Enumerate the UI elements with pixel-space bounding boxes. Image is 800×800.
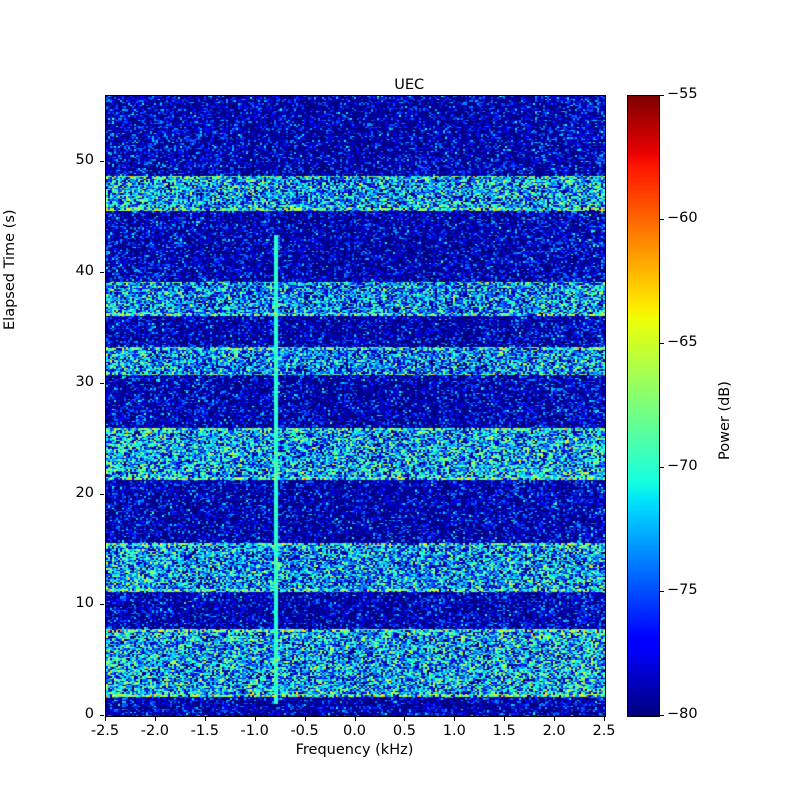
y-tick [100, 493, 104, 495]
colorbar-tick [660, 343, 664, 344]
x-tick-label: 1.5 [492, 723, 516, 739]
x-axis-label: Frequency (kHz) [295, 742, 414, 758]
x-tick [204, 717, 206, 721]
y-tick [100, 604, 104, 606]
colorbar [627, 95, 660, 717]
y-tick [100, 272, 104, 274]
y-tick [100, 382, 104, 384]
colorbar-tick-label: −55 [667, 86, 698, 102]
colorbar-tick-label: −80 [667, 706, 698, 722]
x-tick [154, 717, 156, 721]
y-axis-label: Elapsed Time (s) [2, 209, 18, 330]
x-tick [354, 717, 356, 721]
x-tick [454, 717, 456, 721]
colorbar-tick [660, 591, 664, 592]
y-tick-label: 50 [75, 152, 94, 169]
y-tick-label: 30 [75, 373, 94, 390]
x-tick-label: -1.0 [240, 723, 269, 739]
colorbar-label: Power (dB) [717, 381, 733, 460]
spectrogram-axes [105, 95, 606, 717]
y-tick [100, 715, 104, 716]
y-tick-label: 40 [75, 263, 94, 280]
x-tick-label: 1.0 [442, 723, 466, 739]
y-tick-label: 10 [75, 595, 94, 612]
x-tick-label: -1.5 [190, 723, 219, 739]
x-tick-label: -0.5 [290, 723, 319, 739]
colorbar-tick [660, 715, 664, 716]
colorbar-tick-label: −65 [667, 334, 698, 350]
x-tick-label: 0.5 [392, 723, 416, 739]
x-tick-label: 2.5 [592, 723, 616, 739]
colorbar-tick-label: −75 [667, 582, 698, 598]
x-tick [554, 717, 556, 721]
colorbar-tick [660, 467, 664, 468]
x-tick-label: 2.0 [542, 723, 566, 739]
x-tick [254, 717, 256, 721]
x-tick [304, 717, 306, 721]
y-tick-label: 0 [84, 706, 94, 722]
colorbar-tick-label: −60 [667, 210, 698, 226]
x-tick-label: -2.5 [90, 723, 120, 739]
colorbar-tick [660, 95, 664, 96]
x-tick [504, 717, 506, 721]
spectrogram-image [106, 96, 605, 716]
colorbar-tick [660, 219, 664, 220]
x-tick [604, 717, 605, 721]
colorbar-tick-label: −70 [667, 458, 698, 474]
x-tick [105, 717, 106, 721]
x-tick-label: -2.0 [140, 723, 170, 739]
y-tick-label: 20 [75, 484, 94, 501]
x-tick [404, 717, 406, 721]
y-tick [100, 161, 104, 163]
colorbar-gradient [628, 96, 659, 716]
x-tick-label: 0.0 [342, 723, 367, 739]
title-station: UEC [394, 77, 425, 93]
